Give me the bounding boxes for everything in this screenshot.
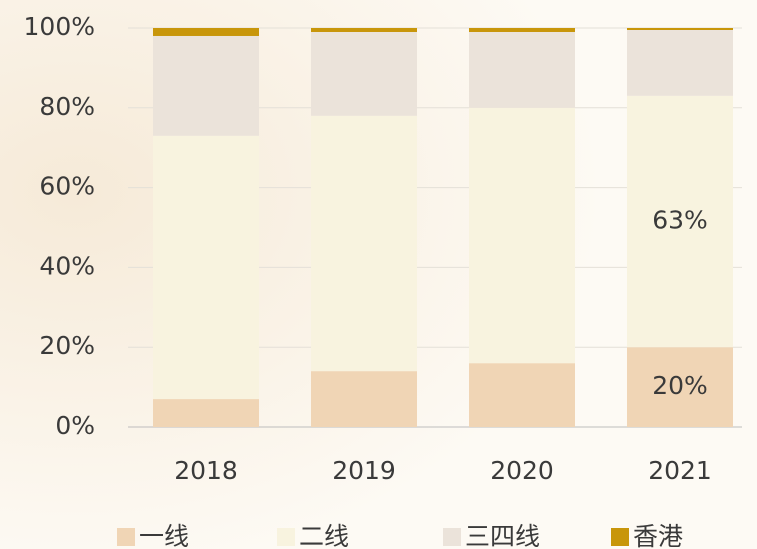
y-tick-label: 40% (39, 251, 95, 280)
legend-label: 二线 (299, 522, 349, 549)
legend-swatch (443, 528, 461, 546)
bar-segment (311, 115, 417, 372)
bar-segment (627, 347, 733, 427)
y-tick-label: 20% (39, 331, 95, 360)
bar-segment (627, 29, 733, 96)
x-tick-label: 2021 (648, 456, 712, 485)
y-tick-label: 0% (55, 411, 95, 440)
y-tick-label: 60% (39, 172, 95, 201)
legend-label: 香港 (633, 522, 683, 549)
legend-label: 三四线 (465, 522, 540, 549)
legend-label: 一线 (139, 522, 189, 549)
bar-segment (627, 28, 733, 30)
bar-segment (627, 95, 733, 348)
bar-segment (469, 107, 575, 364)
x-tick-label: 2018 (174, 456, 238, 485)
y-tick-label: 100% (24, 12, 95, 41)
x-tick-label: 2019 (332, 456, 396, 485)
y-tick-label: 80% (39, 92, 95, 121)
bar-segment (311, 28, 417, 32)
bar-segment (311, 31, 417, 116)
data-label: 63% (652, 206, 708, 235)
legend-swatch (277, 528, 295, 546)
bar-segment (469, 363, 575, 427)
legend-swatch (611, 528, 629, 546)
bar-segment (153, 399, 259, 427)
bar-segment (153, 135, 259, 400)
data-label: 20% (652, 371, 708, 400)
legend-swatch (117, 528, 135, 546)
bar-segment (469, 31, 575, 108)
bar-segment (153, 35, 259, 136)
bar-segment (153, 28, 259, 36)
x-tick-label: 2020 (490, 456, 554, 485)
bar-segment (469, 28, 575, 32)
bar-segment (311, 371, 417, 427)
